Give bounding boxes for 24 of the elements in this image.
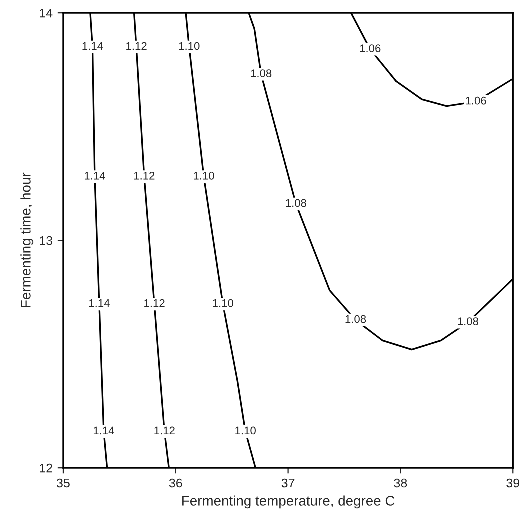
x-axis-title: Fermenting temperature, degree C [182, 496, 395, 509]
x-tick-label: 36 [169, 478, 182, 488]
y-tick-label: 12 [40, 464, 52, 473]
annotation: 1.10 [194, 172, 214, 180]
annotation: 1.12 [154, 426, 175, 435]
annotation: 1.10 [213, 299, 234, 308]
x-tick-label: 38 [394, 478, 408, 488]
annotation: 1.14 [82, 42, 104, 50]
annotation: 1.08 [286, 199, 307, 208]
annotation: 1.10 [236, 426, 256, 435]
annotation: 1.08 [251, 70, 272, 78]
annotation: 1.10 [179, 42, 200, 50]
annotation: 1.12 [134, 172, 155, 180]
y-tick-label: 13 [40, 236, 53, 246]
annotation: 1.12 [126, 42, 147, 50]
annotation: 1.14 [84, 172, 106, 180]
x-tick-label: 35 [57, 478, 70, 488]
y-tick-label: 14 [40, 9, 53, 18]
annotation: 1.14 [94, 426, 114, 435]
x-tick-label: 39 [506, 478, 520, 488]
y-axis-title: Fermenting time, hour [20, 172, 34, 308]
annotation: 1.12 [144, 299, 165, 308]
annotation: 1.14 [89, 300, 110, 308]
x-tick-label: 37 [282, 478, 295, 488]
